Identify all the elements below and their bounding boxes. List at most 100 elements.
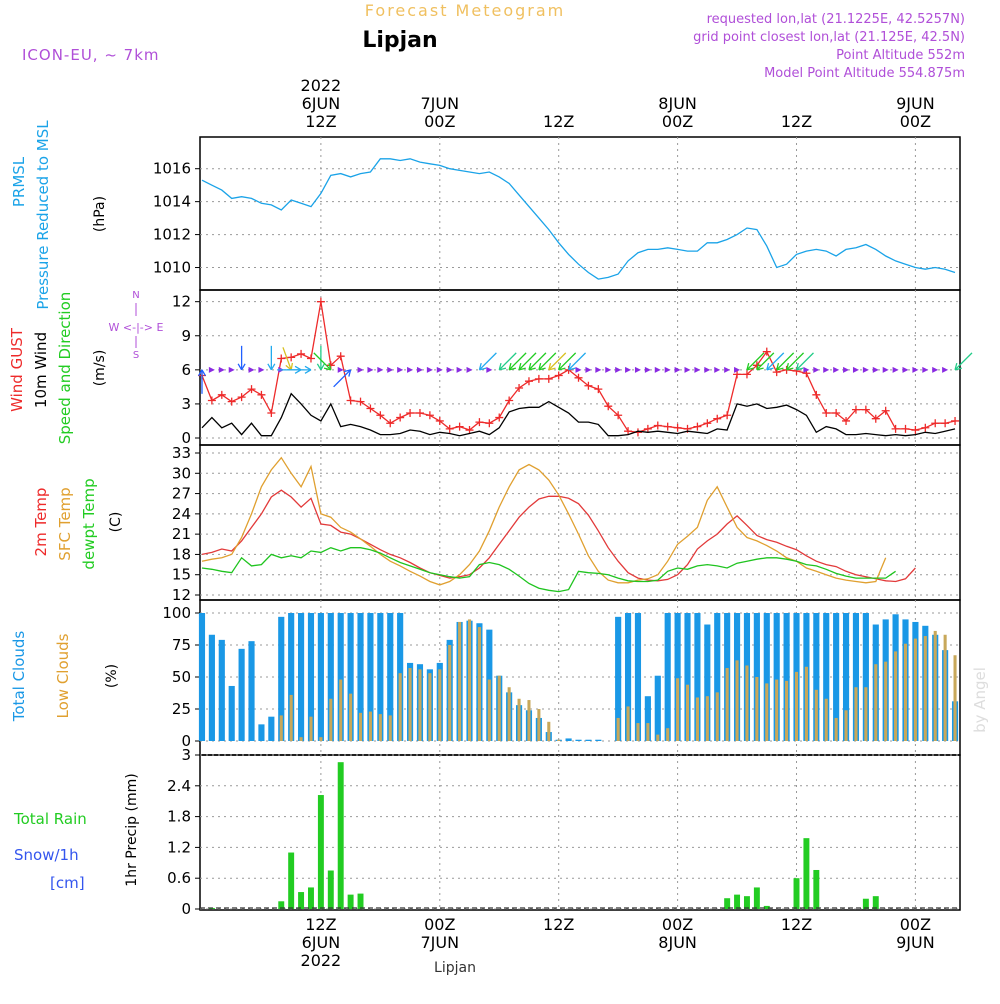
low-cloud-bar (547, 721, 551, 741)
gust-marker (544, 374, 553, 383)
calm-direction-marker (605, 366, 612, 373)
clouds-unit: (%) (104, 664, 120, 688)
low-cloud-bar (676, 678, 680, 741)
low-cloud-bar (309, 716, 313, 741)
calm-direction-marker (892, 366, 899, 373)
wind-direction-arrow (282, 347, 292, 371)
model-label: ICON-EU, ~ 7km (22, 46, 160, 64)
low-cloud-bar (537, 709, 541, 741)
calm-direction-marker (615, 366, 622, 373)
gust-marker (524, 377, 533, 386)
gust-marker (951, 416, 960, 425)
wind-direction-arrow (558, 352, 577, 371)
rain-bar (337, 762, 344, 909)
low-cloud-bar (339, 679, 343, 741)
series-wind-gust (201, 301, 956, 433)
total-cloud-bar (842, 613, 850, 741)
low-cloud-bar (517, 698, 521, 741)
dewpt-label: dewpt Temp (80, 478, 98, 569)
rain-bar (308, 887, 314, 909)
gust-marker (267, 409, 276, 418)
gust-marker (881, 406, 890, 415)
snow-unit-label: [cm] (50, 874, 85, 892)
temp2m-label: 2m Temp (32, 488, 50, 557)
total-cloud-bar (307, 613, 315, 741)
pressure-unit: (hPa) (92, 196, 108, 232)
rain-bar (763, 905, 770, 909)
total-cloud-bar (377, 613, 384, 741)
clouds-ytick-label: 0 (181, 732, 191, 750)
calm-direction-marker (585, 366, 592, 373)
bottom-time-label: 00Z (900, 915, 931, 934)
temperature-ytick-label: 27 (172, 485, 191, 503)
total-cloud-bar (297, 613, 305, 741)
gust-marker (247, 385, 256, 394)
total-rain-label: Total Rain (13, 810, 87, 828)
wind-ytick-label: 12 (172, 293, 191, 311)
gust-marker (812, 390, 821, 399)
low-cloud-bar (933, 630, 937, 741)
wind-arrow-head (316, 363, 325, 371)
total-cloud-bar (704, 624, 711, 741)
rain-bar (862, 898, 869, 909)
wind-arrow-head (954, 362, 962, 371)
total-cloud-bar (288, 613, 295, 741)
low-cloud-bar (656, 734, 660, 741)
low-cloud-bar (953, 655, 957, 741)
total-cloud-bar (575, 739, 582, 741)
calm-direction-marker (634, 366, 641, 373)
wind-arrow-head (548, 362, 556, 371)
low-cloud-bar (636, 723, 640, 741)
total-cloud-bar (367, 613, 374, 741)
gust-marker (227, 397, 236, 406)
low-cloud-bar (903, 643, 908, 741)
temperature-ytick-label: 18 (172, 545, 191, 563)
location-title: Lipjan (362, 28, 437, 53)
gust-marker (673, 423, 682, 432)
calm-direction-marker (803, 366, 810, 373)
gust-marker (594, 385, 603, 394)
low-cloud-bar (418, 669, 422, 741)
calm-direction-marker (575, 366, 582, 373)
low-cloud-bar (289, 694, 293, 741)
low-cloud-bar (884, 661, 888, 741)
temp-unit: (C) (108, 512, 124, 533)
temperature-ytick-label: 33 (172, 444, 191, 462)
calm-direction-marker (912, 366, 919, 373)
series-sfc-temp (201, 456, 887, 586)
pressure-ytick-label: 1016 (153, 160, 191, 178)
temperature-ytick-label: 21 (172, 525, 191, 543)
calm-direction-marker (466, 366, 473, 373)
top-time-label: 12Z (305, 112, 336, 131)
total-cloud-bar (684, 613, 691, 741)
gust-marker (386, 419, 395, 428)
low-cloud-bar (438, 669, 442, 741)
wind-direction-arrow (528, 352, 547, 371)
low-cloud-bar (626, 706, 630, 741)
gust-marker (277, 354, 286, 363)
gust-marker (485, 419, 494, 428)
top-time-label: 8JUN (658, 94, 697, 113)
calm-direction-marker (228, 366, 235, 373)
low-cloud-bar (507, 687, 511, 741)
calm-direction-marker (882, 366, 889, 373)
gust-marker (376, 411, 385, 420)
snow-label: Snow/1h (14, 846, 79, 864)
wind-arrow-head (508, 362, 517, 371)
calm-direction-marker (644, 366, 651, 373)
total-cloud-bar (862, 613, 869, 741)
total-cloud-bar (644, 696, 651, 741)
low-cloud-bar (368, 711, 372, 741)
clouds-ytick-label: 25 (172, 700, 191, 718)
calm-direction-marker (456, 366, 463, 373)
gust-marker (515, 384, 524, 393)
gust-marker (465, 426, 474, 435)
gust-marker (534, 374, 543, 383)
bottom-time-label: 7JUN (421, 933, 460, 952)
total-cloud-bar (347, 613, 354, 741)
low-cloud-bar (557, 739, 561, 741)
low-cloud-bar (755, 677, 759, 741)
series-dewpt-temp (201, 547, 896, 593)
low-cloud-bar (745, 665, 749, 741)
